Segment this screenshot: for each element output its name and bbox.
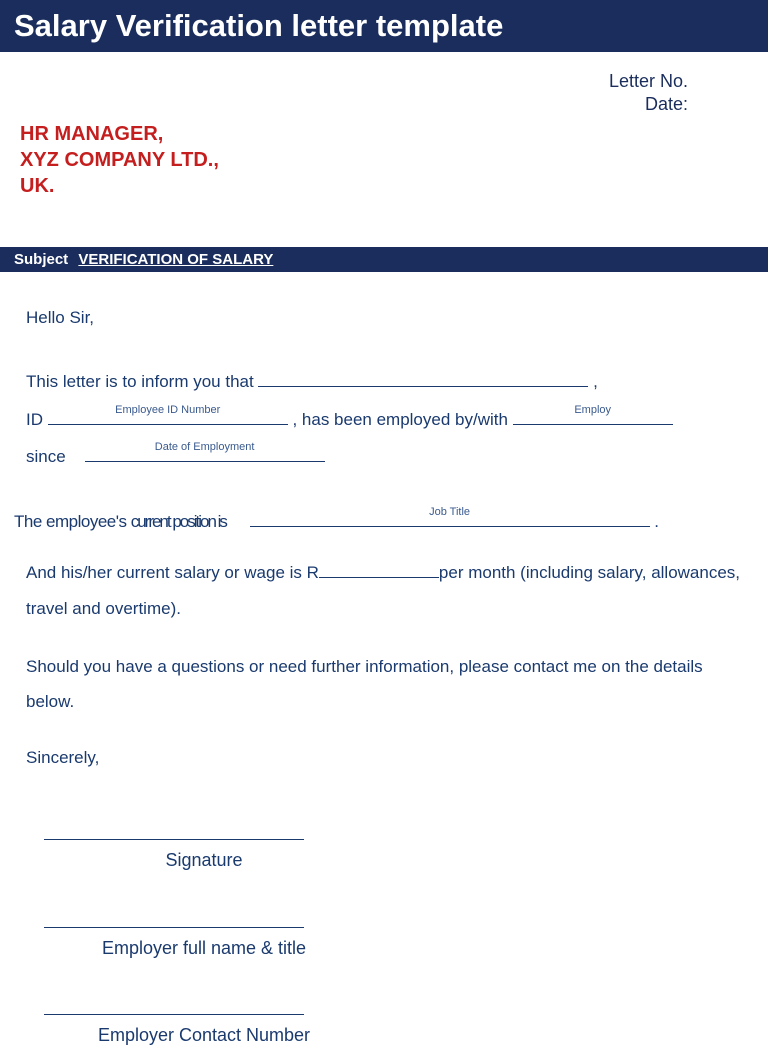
letter-body: Hello Sir, This letter is to inform you … bbox=[0, 272, 768, 1055]
inform-prefix: This letter is to inform you that bbox=[26, 372, 254, 391]
signature-block-3: Employer Contact Number bbox=[44, 991, 742, 1055]
signature-block-2: Employer full name & title bbox=[44, 904, 742, 968]
employ-hint: Employ bbox=[513, 398, 673, 422]
subject-text: VERIFICATION OF SALARY bbox=[78, 251, 273, 268]
since-label: since bbox=[26, 447, 66, 466]
id-label: ID bbox=[26, 410, 43, 429]
position-mid: current position is bbox=[131, 512, 226, 531]
document-title: Salary Verification letter template bbox=[14, 8, 503, 43]
signature-label: Signature bbox=[44, 842, 364, 880]
salary-pre: And his/her current salary or wage is R bbox=[26, 563, 319, 582]
closing: Sincerely, bbox=[26, 740, 742, 776]
job-title-blank[interactable]: Job Title bbox=[250, 526, 650, 527]
letter-no-label: Letter No. bbox=[20, 70, 688, 93]
position-prefix: The employee's bbox=[14, 512, 131, 531]
employer-contact-line[interactable] bbox=[44, 991, 304, 1015]
inform-paragraph: This letter is to inform you that , ID E… bbox=[26, 363, 742, 475]
date-employment-hint: Date of Employment bbox=[85, 435, 325, 459]
employer-blank[interactable]: Employ bbox=[513, 424, 673, 425]
signature-section: Signature Employer full name & title Emp… bbox=[26, 816, 742, 1055]
employer-contact-label: Employer Contact Number bbox=[44, 1017, 364, 1055]
addressee-line2: XYZ COMPANY LTD., bbox=[20, 147, 748, 173]
greeting: Hello Sir, bbox=[26, 300, 742, 336]
employment-date-blank[interactable]: Date of Employment bbox=[85, 461, 325, 462]
addressee-line1: HR MANAGER, bbox=[20, 121, 748, 147]
addressee-line3: UK. bbox=[20, 173, 748, 199]
salary-paragraph: And his/her current salary or wage is Rp… bbox=[26, 555, 742, 626]
position-paragraph: The employee's current position is Job T… bbox=[14, 504, 742, 540]
date-label: Date: bbox=[20, 93, 688, 116]
employer-name-label: Employer full name & title bbox=[44, 930, 364, 968]
signature-block-1: Signature bbox=[44, 816, 742, 880]
employee-name-blank[interactable] bbox=[258, 386, 588, 387]
letter-meta: Letter No. Date: bbox=[20, 70, 748, 117]
employee-id-blank[interactable]: Employee ID Number bbox=[48, 424, 288, 425]
subject-label: Subject bbox=[14, 251, 68, 268]
addressee-block: HR MANAGER, XYZ COMPANY LTD., UK. bbox=[20, 121, 748, 199]
employed-by-text: , has been employed by/with bbox=[292, 410, 507, 429]
document-title-bar: Salary Verification letter template bbox=[0, 0, 768, 52]
employee-id-hint: Employee ID Number bbox=[48, 398, 288, 422]
job-title-hint: Job Title bbox=[250, 501, 650, 524]
salary-amount-blank[interactable] bbox=[319, 577, 439, 578]
contact-paragraph: Should you have a questions or need furt… bbox=[26, 649, 742, 720]
top-section: Letter No. Date: HR MANAGER, XYZ COMPANY… bbox=[0, 52, 768, 229]
signature-line[interactable] bbox=[44, 816, 304, 840]
subject-bar: Subject VERIFICATION OF SALARY bbox=[0, 247, 768, 272]
employer-name-line[interactable] bbox=[44, 904, 304, 928]
